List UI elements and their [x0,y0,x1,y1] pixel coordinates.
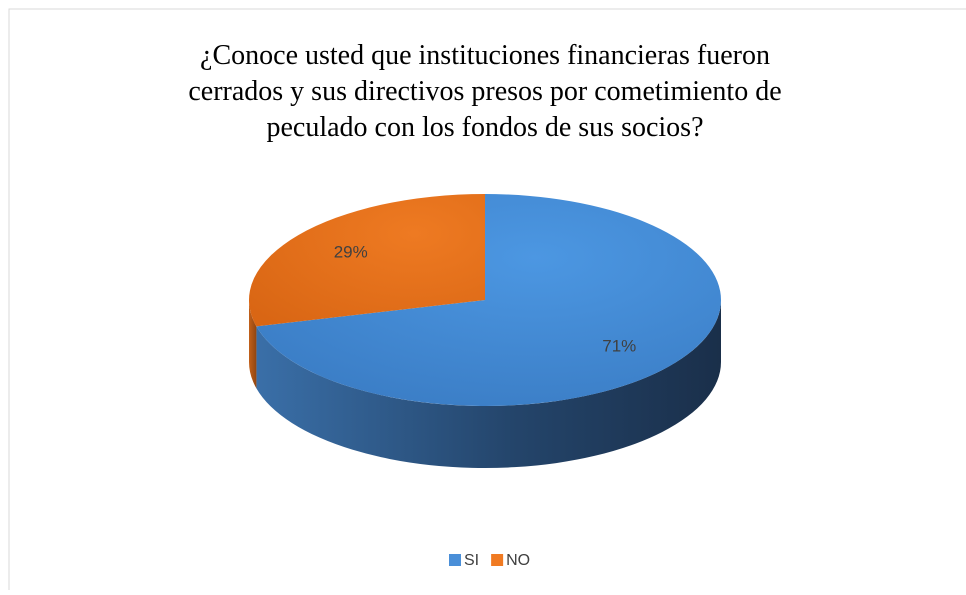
data-label: 29% [334,243,368,262]
slice-side [256,300,721,468]
legend-swatch [491,554,504,566]
chart-title: ¿Conoce usted que instituciones financie… [188,40,782,143]
legend-label: NO [506,552,530,569]
legend-label: SI [464,552,479,569]
slice [256,194,721,406]
slice [249,194,485,327]
chart-border [8,8,966,595]
legend-swatch [449,554,461,566]
data-label: 71% [602,336,636,355]
pie: 71% 29% [249,194,721,468]
slice-side [249,300,257,389]
legend: SI NO [449,552,530,569]
title-box: ¿Conoce usted que instituciones financie… [188,40,782,143]
